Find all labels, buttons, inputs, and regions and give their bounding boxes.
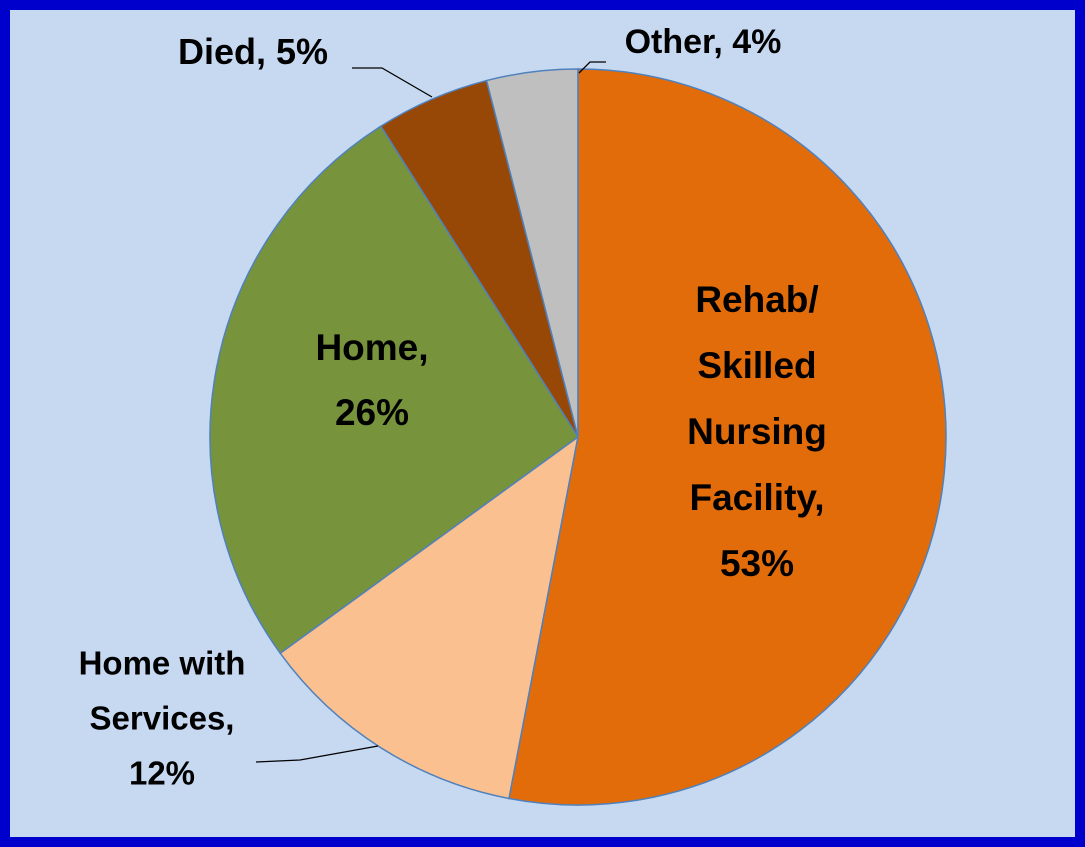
leader-line bbox=[352, 67, 433, 98]
data-label: Home, 26% bbox=[315, 327, 429, 433]
leader-line bbox=[255, 745, 379, 763]
pie-slice bbox=[279, 435, 580, 800]
data-label: Home with Services, 12% bbox=[78, 644, 246, 792]
pie-slice bbox=[508, 68, 947, 806]
data-label: Other, 4% bbox=[624, 23, 782, 61]
data-label: Rehab/ Skilled Nursing Facility, 53% bbox=[687, 279, 827, 584]
data-label: Died, 5% bbox=[177, 31, 329, 72]
leader-line bbox=[578, 61, 606, 74]
pie-slice bbox=[209, 125, 580, 655]
